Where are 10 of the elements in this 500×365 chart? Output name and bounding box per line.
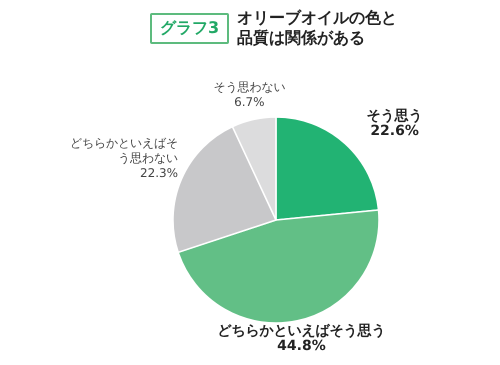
- text: グラフ3: [150, 12, 230, 44]
- slice-label: そう思う: [366, 108, 423, 124]
- data-label: 44.8%: [277, 338, 326, 354]
- slice-label: そう思わない: [213, 80, 286, 94]
- data-label: 22.3%: [140, 166, 178, 180]
- slice-label: どちらかといえばそう思わない: [70, 136, 178, 166]
- slice-label: どちらかといえばそう思う: [217, 323, 386, 340]
- data-label: 22.6%: [370, 122, 419, 139]
- chart-title: オリーブオイルの色と品質は関係がある: [237, 8, 398, 48]
- data-label: 6.7%: [234, 94, 265, 109]
